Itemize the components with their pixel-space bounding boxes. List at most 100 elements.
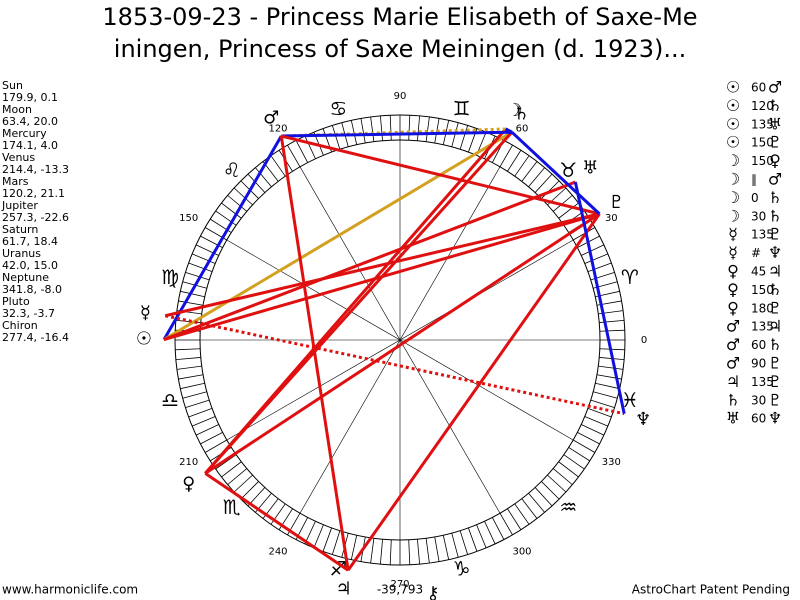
planet-position: 61.7, 18.4 bbox=[2, 235, 58, 248]
ring-tick bbox=[227, 468, 248, 485]
title-line: 1853-09-23 - Princess Marie Elisabeth of… bbox=[102, 3, 697, 31]
ring-tick bbox=[425, 116, 430, 142]
ring-tick bbox=[595, 382, 620, 390]
aspect-to: ♃ bbox=[768, 317, 782, 336]
ring-tick bbox=[558, 461, 579, 478]
ring-tick bbox=[507, 508, 522, 530]
ring-tick bbox=[590, 399, 615, 409]
aspect-angle: 30 bbox=[751, 209, 766, 223]
ring-tick bbox=[598, 365, 624, 370]
aspect-from: ♅ bbox=[726, 409, 740, 428]
aspect-from: ☽ bbox=[726, 170, 740, 189]
aspect-to: ♄ bbox=[768, 335, 782, 354]
ring-tick bbox=[178, 374, 204, 380]
ring-tick bbox=[417, 115, 421, 141]
degree-label: 210 bbox=[179, 457, 198, 468]
aspect-line bbox=[346, 213, 601, 572]
ring-tick bbox=[221, 202, 242, 219]
aspect-angle: 150 bbox=[751, 283, 774, 297]
aspect-from: ☿ bbox=[728, 243, 738, 262]
aspect-from: ☽ bbox=[726, 151, 740, 170]
aspect-to: ♂ bbox=[768, 170, 782, 189]
aspect-angle: 60 bbox=[751, 412, 766, 426]
aspect-to: ♅ bbox=[768, 114, 782, 133]
zodiac-glyph: ♋ bbox=[329, 97, 347, 121]
aspect-line bbox=[163, 130, 513, 341]
ring-tick bbox=[191, 416, 216, 427]
ring-tick bbox=[331, 125, 341, 150]
aspect-line bbox=[204, 472, 349, 572]
aspect-line bbox=[573, 181, 626, 415]
spoke bbox=[226, 239, 574, 441]
footer-left: www.harmoniclife.com bbox=[2, 583, 138, 597]
ring-tick bbox=[233, 187, 253, 206]
ring-tick bbox=[541, 481, 560, 500]
aspect-line bbox=[162, 135, 283, 341]
ring-tick bbox=[370, 116, 375, 142]
ring-tick bbox=[195, 424, 219, 436]
ring-tick bbox=[295, 140, 309, 163]
planet-position: 277.4, -16.4 bbox=[2, 331, 69, 344]
ring-tick bbox=[178, 300, 204, 306]
ring-tick bbox=[379, 115, 383, 141]
ring-tick bbox=[180, 290, 205, 298]
planet-glyph: ☿ bbox=[140, 303, 151, 324]
aspect-angle: 0 bbox=[751, 191, 759, 205]
planet-position: 214.4, -13.3 bbox=[2, 163, 69, 176]
ring-tick bbox=[247, 173, 266, 193]
aspect-angle: 180 bbox=[751, 301, 774, 315]
zodiac-glyph: ♏ bbox=[223, 495, 241, 519]
ring-tick bbox=[408, 539, 411, 565]
planet-glyph: ♆ bbox=[635, 409, 651, 430]
aspect-to: ♄ bbox=[768, 206, 782, 225]
planet-name: Venus bbox=[2, 151, 35, 164]
ring-tick bbox=[577, 431, 600, 445]
degree-label: 150 bbox=[179, 213, 198, 224]
degree-label: 0 bbox=[641, 335, 647, 346]
planet-name: Mercury bbox=[2, 127, 47, 140]
planet-name: Neptune bbox=[2, 271, 49, 284]
aspect-to: ♄ bbox=[768, 96, 782, 115]
aspect-from: ♀ bbox=[727, 262, 739, 281]
ring-tick bbox=[331, 530, 341, 555]
ring-tick bbox=[581, 424, 605, 436]
zodiac-glyph: ♊ bbox=[453, 97, 471, 121]
ring-tick bbox=[528, 167, 545, 188]
aspect-to: ♇ bbox=[768, 372, 782, 391]
ring-tick bbox=[599, 329, 625, 332]
aspect-line bbox=[164, 314, 625, 416]
ring-tick bbox=[270, 155, 286, 177]
ring-tick bbox=[587, 262, 612, 272]
zodiac-glyph: ♑ bbox=[453, 556, 471, 580]
degree-label: 30 bbox=[605, 213, 618, 224]
ring-tick bbox=[240, 481, 259, 500]
ring-tick bbox=[215, 454, 237, 470]
aspect-from: ☿ bbox=[728, 225, 738, 244]
footer-center: -39,793 bbox=[377, 583, 423, 597]
aspect-angle: 150 bbox=[751, 136, 774, 150]
planet-glyph: ☉ bbox=[136, 329, 152, 350]
planet-position: 63.4, 20.0 bbox=[2, 115, 58, 128]
planet-glyph: ♄ bbox=[513, 104, 529, 125]
ring-tick bbox=[434, 536, 440, 562]
planet-glyph: ♀ bbox=[182, 474, 195, 495]
zodiac-glyph: ♉ bbox=[559, 158, 577, 182]
aspect-from: ☉ bbox=[726, 133, 740, 152]
ring-tick bbox=[185, 399, 210, 409]
aspect-angle: 150 bbox=[751, 154, 774, 168]
planet-position: 174.1, 4.0 bbox=[2, 139, 58, 152]
aspect-angle: 120 bbox=[751, 99, 774, 113]
ring-tick bbox=[581, 244, 605, 256]
ring-tick bbox=[599, 348, 625, 351]
ring-tick bbox=[451, 122, 459, 147]
ring-tick bbox=[563, 454, 585, 470]
aspect-from: ♄ bbox=[726, 390, 740, 409]
zodiac-glyph: ♓ bbox=[621, 388, 639, 412]
aspect-angle: 45 bbox=[751, 265, 766, 279]
degree-label: 300 bbox=[512, 546, 531, 557]
ring-tick bbox=[180, 382, 205, 390]
degree-label: 240 bbox=[268, 546, 287, 557]
planet-name: Chiron bbox=[2, 319, 38, 332]
planet-name: Mars bbox=[2, 175, 29, 188]
